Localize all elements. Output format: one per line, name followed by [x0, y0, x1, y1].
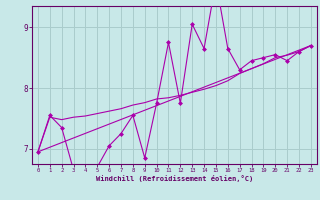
X-axis label: Windchill (Refroidissement éolien,°C): Windchill (Refroidissement éolien,°C) — [96, 175, 253, 182]
